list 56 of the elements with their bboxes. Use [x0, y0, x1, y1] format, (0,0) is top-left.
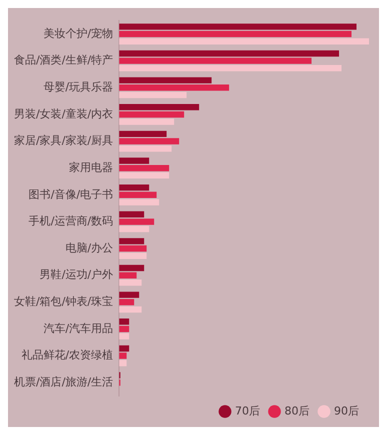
bar	[119, 318, 130, 325]
bar	[119, 58, 312, 64]
bar	[119, 65, 342, 72]
y-tick-label: 美妆个护/宠物	[43, 26, 114, 40]
bar	[119, 352, 127, 359]
bar	[119, 299, 134, 306]
y-tick-label: 礼品鲜花/农资绿植	[21, 348, 114, 362]
bar	[119, 50, 340, 57]
bar	[119, 326, 130, 332]
bar	[119, 145, 172, 152]
bar	[119, 199, 160, 206]
bar	[119, 211, 144, 218]
legend-label: 70后	[235, 404, 260, 418]
y-tick-label: 男鞋/运功/户外	[40, 268, 114, 282]
bar	[119, 252, 147, 259]
bar	[119, 84, 230, 91]
legend-label: 90后	[334, 404, 360, 418]
y-tick-label: 男装/女装/童装/内衣	[14, 107, 114, 120]
y-tick-label: 图书/音像/电子书	[28, 188, 114, 201]
y-tick-label: 家用电器	[69, 160, 114, 174]
bar	[119, 24, 357, 30]
legend-label: 80后	[284, 404, 310, 418]
bar	[119, 345, 130, 352]
y-tick-label: 家居/家具/家装/厨具	[14, 134, 114, 148]
bar	[119, 118, 174, 125]
bar	[119, 272, 137, 278]
bar	[119, 30, 352, 38]
y-tick-label: 手机/运营商/数码	[28, 214, 114, 228]
bar	[119, 226, 150, 232]
y-tick-label: 电脑/办公	[65, 241, 114, 254]
bar	[119, 172, 170, 179]
bar	[119, 360, 127, 366]
bar	[119, 192, 157, 198]
bar	[119, 158, 150, 164]
bar	[119, 92, 187, 98]
bar	[119, 164, 170, 172]
bar	[119, 306, 142, 313]
bar	[119, 238, 144, 244]
bar	[119, 138, 180, 144]
bar	[119, 130, 167, 138]
bar	[119, 38, 369, 44]
bar	[119, 245, 147, 252]
bar	[119, 292, 140, 298]
bar	[119, 264, 144, 272]
y-tick-label: 汽车/汽车用品	[43, 322, 114, 335]
bar	[119, 104, 200, 110]
y-tick-label: 食品/酒类/生鲜/特产	[14, 54, 114, 67]
y-tick-label: 女鞋/箱包/钟表/珠宝	[14, 295, 114, 308]
bar	[119, 111, 184, 118]
y-tick-label: 母婴/玩具乐器	[43, 80, 114, 94]
bar	[119, 333, 130, 340]
bar	[119, 184, 150, 191]
bar	[119, 218, 154, 225]
y-tick-label: 机票/酒店/旅游/生活	[14, 375, 114, 388]
bar	[119, 77, 212, 84]
bar	[119, 280, 142, 286]
